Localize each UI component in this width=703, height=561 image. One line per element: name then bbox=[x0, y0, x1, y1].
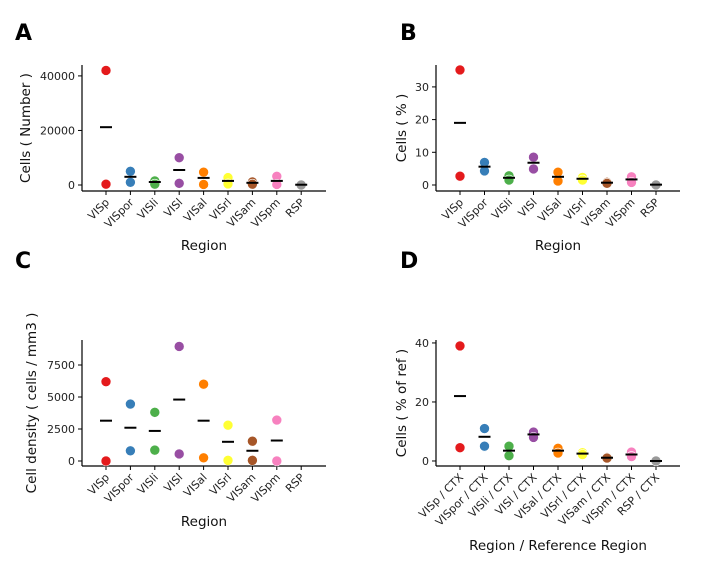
data-point-visal bbox=[552, 447, 564, 459]
y-axis-label: Cells ( % ) bbox=[394, 94, 410, 163]
data-point-visli bbox=[503, 174, 515, 186]
data-point-visp bbox=[100, 178, 112, 190]
data-point-visli bbox=[149, 178, 161, 190]
y-tick-label: 0 bbox=[68, 179, 75, 192]
x-tick-label: RSP bbox=[283, 196, 307, 220]
data-point-vispor bbox=[479, 423, 490, 434]
x-tick-label: RSP bbox=[638, 196, 662, 220]
y-tick-label: 20 bbox=[415, 114, 429, 127]
data-point-visam bbox=[247, 178, 258, 190]
y-axis-label: Cells ( Number ) bbox=[18, 73, 34, 183]
y-axis-label: Cell density ( cells / mm3 ) bbox=[24, 313, 40, 494]
panel-letter: C bbox=[15, 249, 31, 274]
x-tick-label: VISal bbox=[535, 196, 564, 225]
x-tick-label: RSP bbox=[283, 471, 307, 495]
y-tick-label: 7500 bbox=[47, 359, 75, 372]
data-point-visal bbox=[198, 166, 209, 178]
data-point-visli bbox=[503, 450, 515, 461]
data-point-vispor bbox=[125, 445, 136, 457]
y-tick-label: 40000 bbox=[40, 70, 75, 83]
data-point-visal bbox=[552, 166, 564, 178]
data-point-vispm bbox=[626, 451, 637, 462]
y-tick-label: 0 bbox=[422, 455, 429, 468]
data-point-vispm bbox=[271, 455, 283, 467]
data-point-visp bbox=[454, 340, 466, 352]
y-tick-label: 2500 bbox=[47, 423, 75, 436]
data-point-visp bbox=[454, 64, 466, 76]
x-tick-label: VISal bbox=[181, 196, 210, 225]
data-point-visp bbox=[454, 442, 466, 454]
data-point-vispm bbox=[271, 414, 283, 426]
panel-letter: B bbox=[400, 21, 417, 46]
y-tick-label: 20 bbox=[415, 396, 429, 409]
data-point-visl bbox=[173, 152, 185, 164]
data-point-visp bbox=[100, 65, 112, 76]
data-point-vispor bbox=[125, 398, 136, 410]
panel-letter: D bbox=[400, 249, 418, 274]
x-axis-label: Region bbox=[181, 238, 227, 254]
data-point-visam bbox=[247, 435, 258, 447]
x-axis-label: Region bbox=[181, 514, 227, 530]
data-point-vispm bbox=[271, 179, 283, 190]
x-tick-label: VISli bbox=[135, 471, 161, 497]
x-tick-label: VISal bbox=[181, 471, 210, 500]
y-axis-label: Cells ( % of ref ) bbox=[394, 349, 410, 457]
y-tick-label: 0 bbox=[422, 179, 429, 192]
data-point-visal bbox=[198, 179, 209, 190]
y-tick-label: 30 bbox=[415, 81, 429, 94]
data-point-visrl bbox=[577, 174, 588, 186]
data-point-visal bbox=[198, 378, 209, 390]
panel-letter: A bbox=[15, 21, 32, 46]
data-point-visp bbox=[100, 376, 112, 387]
data-point-visl bbox=[173, 178, 185, 189]
data-point-visrl bbox=[222, 419, 234, 431]
data-point-visp bbox=[454, 170, 466, 182]
y-tick-label: 0 bbox=[68, 455, 75, 468]
x-tick-label: VISli bbox=[489, 196, 515, 222]
x-axis-label: Region / Reference Region bbox=[469, 538, 647, 554]
data-point-visrl bbox=[222, 455, 234, 466]
x-tick-label: VISli bbox=[135, 196, 161, 222]
data-point-vispor bbox=[125, 166, 136, 177]
data-point-visp bbox=[100, 455, 112, 467]
data-point-visl bbox=[173, 341, 185, 352]
data-point-visl bbox=[173, 448, 185, 460]
data-point-visam bbox=[247, 455, 258, 466]
y-tick-label: 20000 bbox=[40, 124, 75, 137]
data-point-visl bbox=[528, 151, 539, 163]
data-point-vispor bbox=[125, 176, 136, 188]
y-tick-label: 40 bbox=[415, 337, 429, 350]
data-point-visli bbox=[149, 444, 161, 456]
data-point-visli bbox=[149, 407, 161, 418]
y-tick-label: 10 bbox=[415, 146, 429, 159]
y-tick-label: 5000 bbox=[47, 391, 75, 404]
data-point-visal bbox=[198, 452, 209, 464]
x-axis-label: Region bbox=[535, 238, 581, 254]
data-point-visl bbox=[528, 163, 539, 175]
data-point-vispor bbox=[479, 440, 490, 452]
